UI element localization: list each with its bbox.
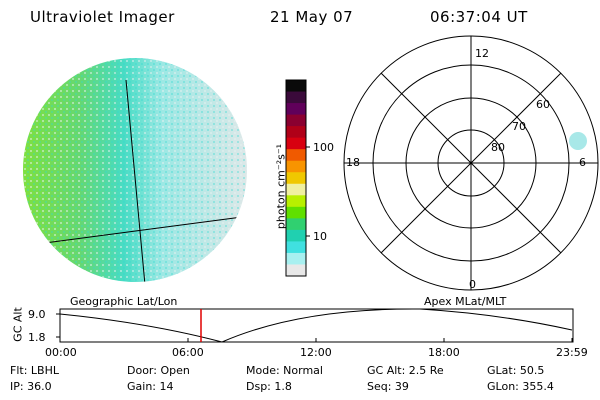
info-ip: IP: 36.0	[10, 380, 52, 393]
plot-x-tick-4: 23:59	[556, 346, 588, 359]
lat-label-70: 70	[512, 120, 526, 133]
colorbar-segment	[286, 264, 306, 277]
meridian-line	[125, 79, 146, 282]
info-filter: Flt: LBHL	[10, 364, 59, 377]
colorbar-segment	[286, 241, 306, 254]
plot-y-tick-1-8: 1.8	[28, 331, 46, 344]
plot-x-tick-2: 12:00	[300, 346, 332, 359]
colorbar-tick-100: 100	[313, 141, 334, 154]
plot-title-apex: Apex MLat/MLT	[424, 295, 507, 308]
polar-grid	[343, 35, 599, 291]
info-door: Door: Open	[127, 364, 190, 377]
plot-x-tick-3: 18:00	[428, 346, 460, 359]
plot-y-tick-9: 9.0	[28, 308, 46, 321]
mlt-label-18: 18	[346, 156, 360, 169]
colorbar-segment	[286, 195, 306, 208]
time-label: 06:37:04 UT	[430, 8, 528, 26]
orbit-plot	[56, 308, 574, 343]
info-gain: Gain: 14	[127, 380, 174, 393]
instrument-title: Ultraviolet Imager	[30, 8, 175, 26]
latitude-line	[23, 216, 243, 247]
colorbar-segment	[286, 218, 306, 231]
colorbar-segment	[286, 160, 306, 173]
colorbar-segment	[286, 206, 306, 219]
plot-title-geographic: Geographic Lat/Lon	[70, 295, 178, 308]
colorbar-unit-label: photon cm⁻²s⁻¹	[274, 143, 288, 230]
colorbar-segment	[286, 80, 306, 93]
colorbar-segment	[286, 91, 306, 104]
mlt-label-6: 6	[579, 156, 586, 169]
mlt-label-0: 0	[469, 278, 476, 291]
info-dsp: Dsp: 1.8	[246, 380, 292, 393]
colorbar-tick-10: 10	[313, 230, 327, 243]
info-mode: Mode: Normal	[246, 364, 323, 377]
colorbar-segment	[286, 103, 306, 116]
altitude-curve	[59, 308, 573, 343]
plot-y-axis-label: GC Alt	[11, 307, 25, 342]
colorbar-segment	[286, 126, 306, 139]
colorbar-segment	[286, 137, 306, 150]
polar-emission-spot	[569, 132, 587, 150]
colorbar-segment	[286, 172, 306, 185]
info-glat: GLat: 50.5	[487, 364, 545, 377]
colorbar-segment	[286, 229, 306, 242]
plot-x-tick-1: 06:00	[172, 346, 204, 359]
mlt-label-12: 12	[475, 47, 489, 60]
color-bar	[285, 79, 310, 277]
info-gc-alt: GC Alt: 2.5 Re	[367, 364, 444, 377]
lat-label-80: 80	[491, 141, 505, 154]
colorbar-segment	[286, 183, 306, 196]
date-label: 21 May 07	[270, 8, 354, 26]
colorbar-segment	[286, 149, 306, 162]
plot-x-tick-0: 00:00	[45, 346, 77, 359]
colorbar-segment	[286, 114, 306, 127]
info-glon: GLon: 355.4	[487, 380, 554, 393]
colorbar-segment	[286, 252, 306, 265]
info-seq: Seq: 39	[367, 380, 409, 393]
auroral-image	[23, 58, 247, 282]
lat-label-60: 60	[536, 98, 550, 111]
